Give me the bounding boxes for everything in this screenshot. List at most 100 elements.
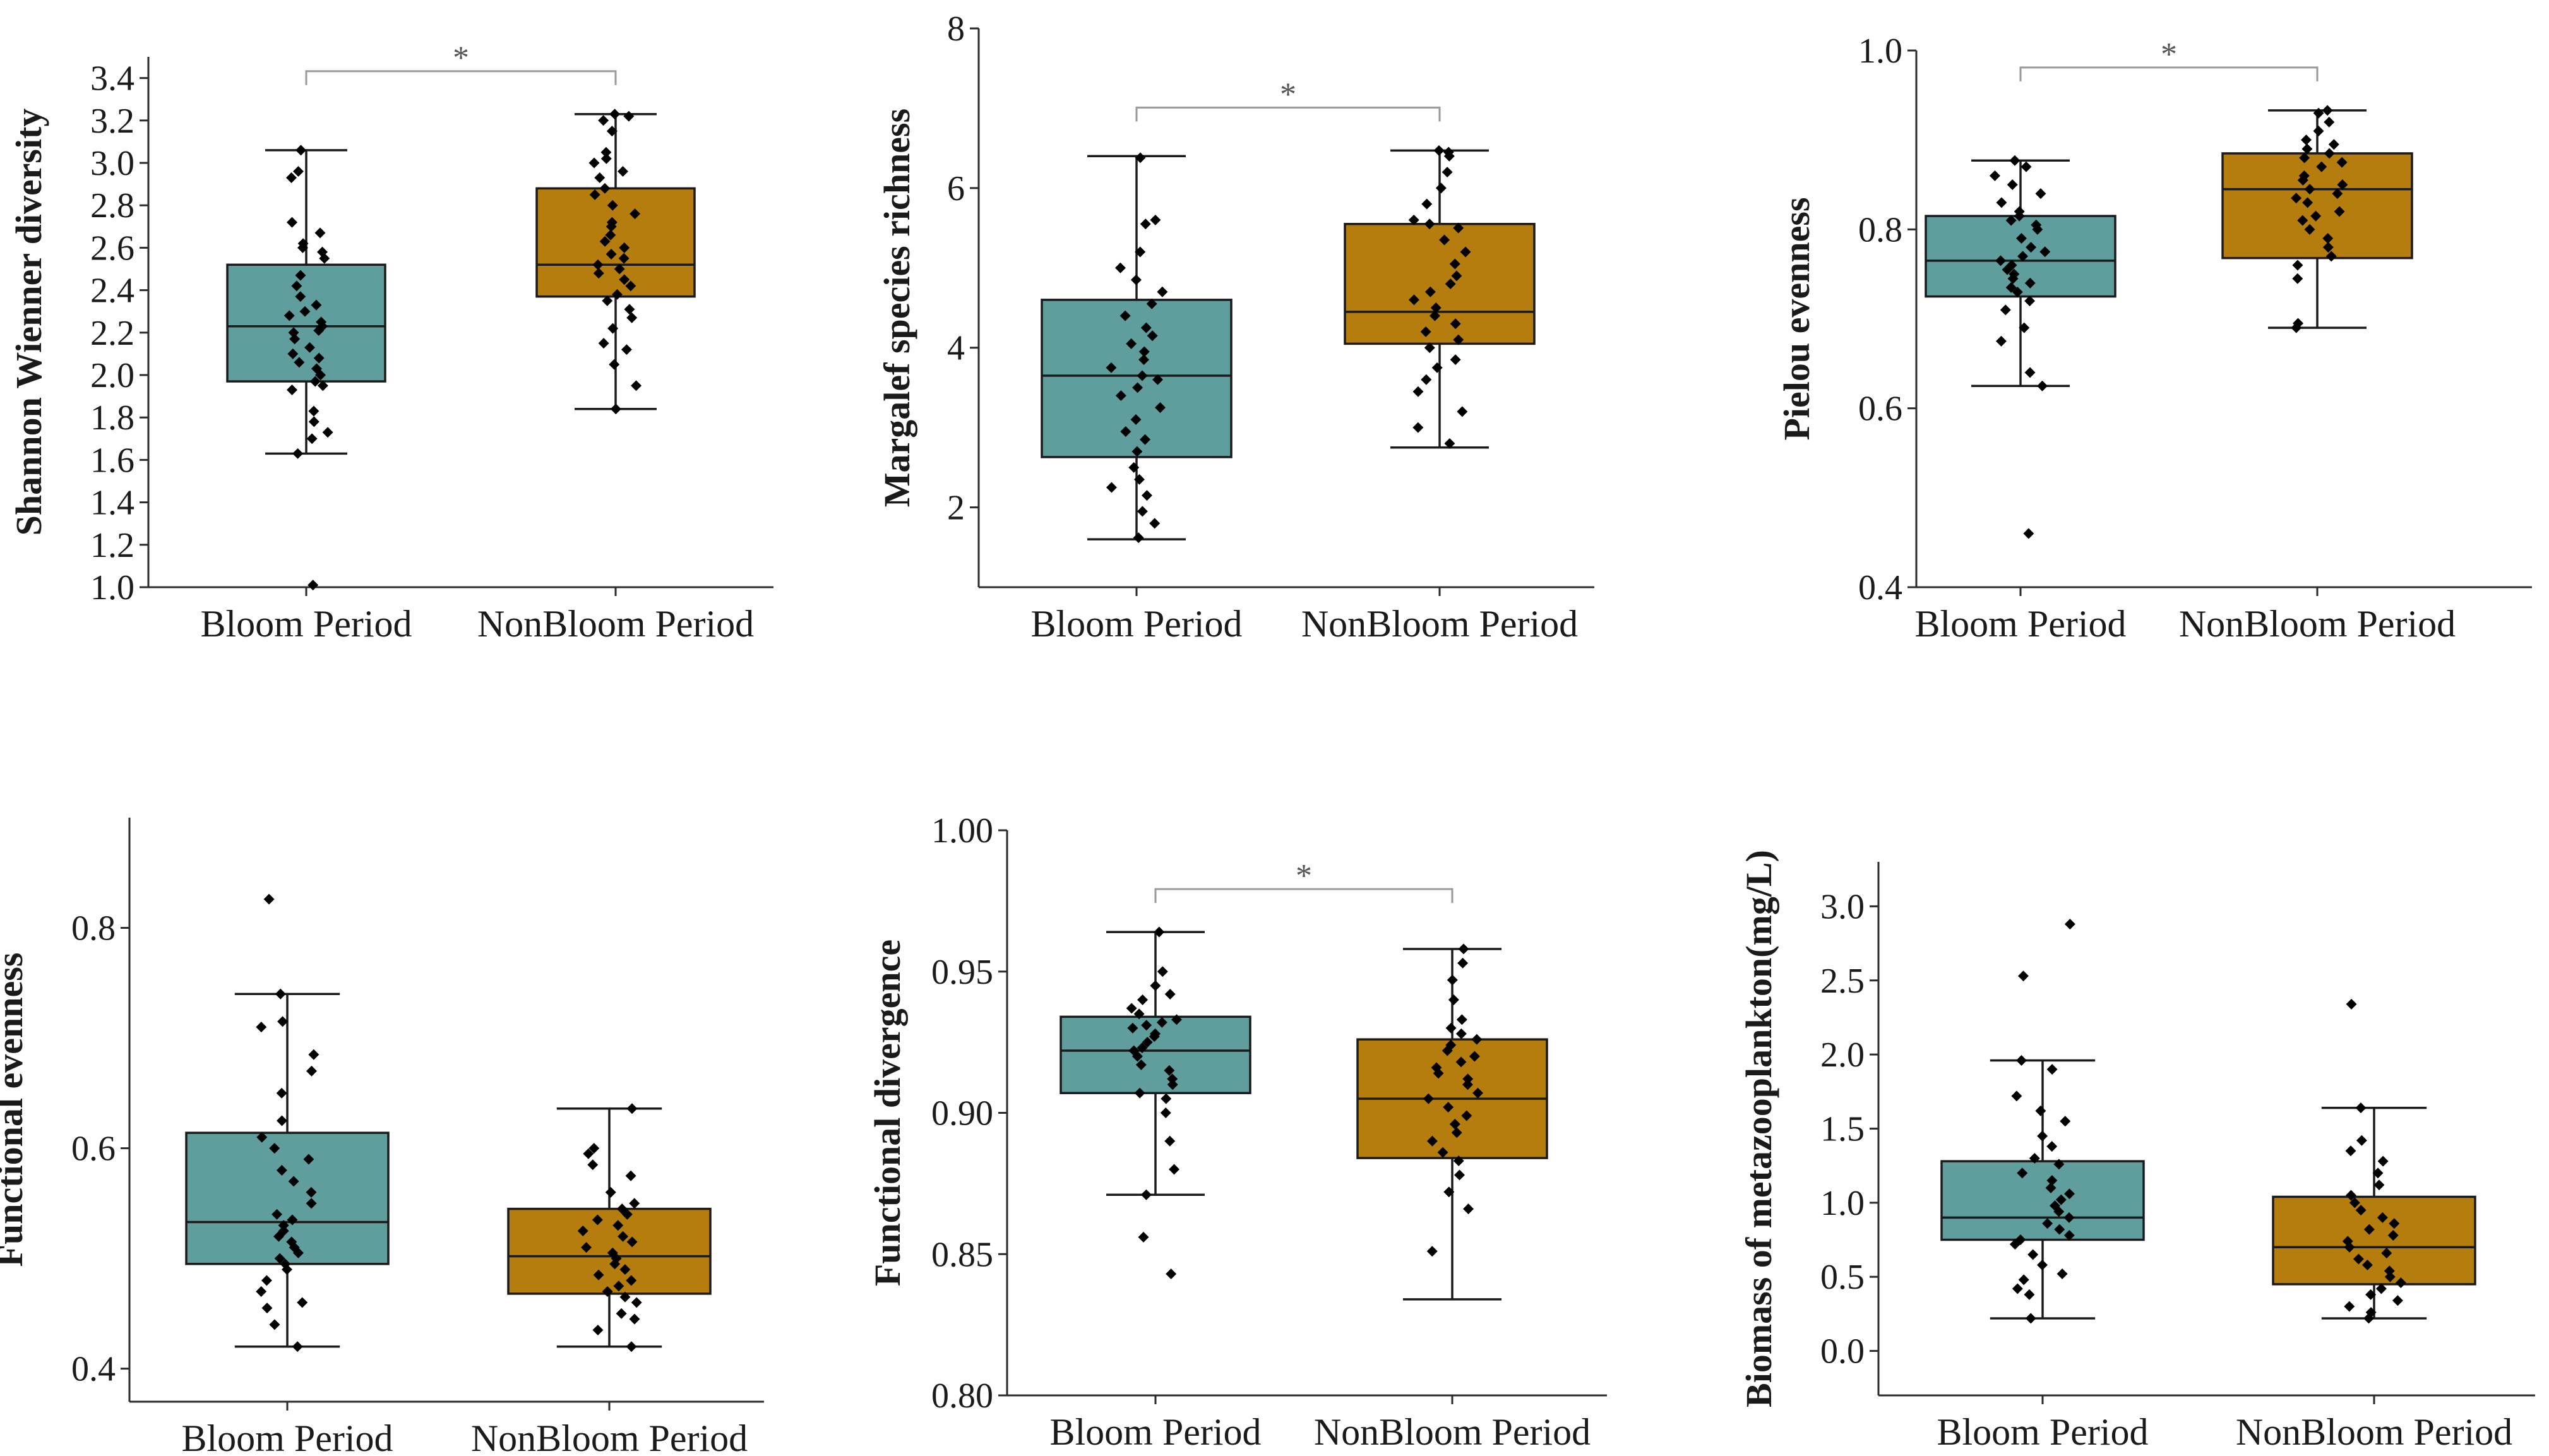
data-point (618, 253, 630, 264)
data-point (2389, 1218, 2400, 1229)
data-point (297, 238, 309, 249)
data-point (2060, 1116, 2071, 1127)
iqr-box (226, 263, 386, 383)
data-point (2384, 1265, 2395, 1277)
data-point (1471, 1034, 1483, 1045)
data-point (1171, 1014, 1182, 1025)
data-point (314, 227, 326, 239)
category-label: NonBloom Period (1301, 603, 1578, 645)
data-point (1443, 1186, 1455, 1198)
data-point (1164, 989, 1176, 1000)
data-point (2063, 1188, 2075, 1200)
data-point (592, 1325, 604, 1336)
iqr-box (1041, 299, 1233, 458)
data-point (2375, 1283, 2387, 1294)
data-point (1106, 362, 1117, 373)
data-point (295, 291, 306, 302)
data-point (2019, 322, 2030, 333)
data-point (1435, 182, 1447, 194)
data-point (2018, 1274, 2029, 1286)
y-tick-label: 1.6 (90, 441, 134, 480)
y-tick-label: 2.5 (1820, 962, 1865, 1001)
chart-panel-1: 1.01.21.4 1.61.82.02.22.4 2.6 2.83.03.2 3.4 S… (8, 40, 773, 645)
data-point (292, 165, 304, 177)
data-point (2015, 1234, 2026, 1246)
data-point (2345, 1190, 2356, 1201)
data-point (317, 246, 328, 258)
data-point (1426, 1135, 1438, 1147)
data-point (1412, 422, 1424, 433)
data-point (306, 433, 318, 445)
data-point (587, 1159, 599, 1171)
data-point (588, 1143, 600, 1154)
data-point (1431, 1062, 1442, 1073)
data-point (1137, 506, 1148, 517)
data-point (1127, 1022, 1138, 1034)
data-point (592, 1214, 603, 1226)
y-tick-label: 1.2 (90, 526, 134, 565)
data-point (1138, 354, 1150, 366)
data-point (288, 327, 299, 338)
data-point (1462, 1079, 1473, 1090)
data-point (623, 110, 635, 122)
data-point (607, 323, 619, 334)
data-point (1141, 1020, 1152, 1031)
data-point (263, 893, 275, 905)
data-point (287, 385, 297, 396)
data-point (1130, 414, 1142, 425)
data-point (295, 145, 307, 156)
y-tick-label: 6 (947, 169, 965, 208)
data-point (589, 189, 600, 200)
data-point (600, 146, 612, 158)
data-point (2372, 1167, 2384, 1179)
data-point (583, 1148, 594, 1159)
data-point (605, 1186, 616, 1198)
data-point (309, 376, 321, 387)
data-point (1150, 1028, 1161, 1039)
data-point (1996, 197, 2007, 208)
data-point (292, 448, 304, 459)
data-point (311, 363, 322, 374)
data-point (631, 1297, 642, 1308)
data-point (311, 299, 322, 311)
data-point (616, 1308, 627, 1319)
data-point (609, 109, 621, 120)
data-point (2024, 1289, 2035, 1300)
data-point (1140, 434, 1150, 445)
data-point (1431, 362, 1443, 373)
data-point (1448, 994, 1459, 1005)
data-point (277, 1115, 287, 1126)
data-point (1133, 532, 1144, 544)
category-label: Bloom Period (1049, 1411, 1261, 1453)
data-point (1457, 406, 1468, 417)
data-point (1433, 145, 1445, 156)
data-point (629, 1198, 640, 1209)
data-point (611, 289, 623, 300)
y-tick-label: 3.0 (90, 144, 134, 183)
data-point (626, 1103, 638, 1114)
data-point (2377, 1212, 2388, 1223)
box-bloom: Bloom Period (1937, 919, 2149, 1453)
data-point (2025, 1313, 2036, 1324)
data-point (1989, 170, 2000, 181)
data-point (2021, 161, 2032, 172)
data-point (1421, 198, 1433, 210)
data-point (610, 403, 621, 415)
data-point (2009, 155, 2021, 166)
data-point (1131, 446, 1143, 457)
data-point (1154, 926, 1165, 938)
box-nonbloom: NonBloom Period (1301, 145, 1578, 645)
data-point (1458, 943, 1469, 955)
box-bloom: Bloom Period (1914, 155, 2127, 645)
data-point (1150, 214, 1161, 225)
y-axis-label: Margalef species richness (876, 109, 917, 507)
data-point (602, 295, 613, 306)
data-point (2328, 139, 2339, 150)
data-point (1443, 1102, 1454, 1113)
data-point (631, 380, 642, 391)
y-tick-label: 1.5 (1820, 1110, 1865, 1149)
data-point (588, 157, 600, 169)
data-point (294, 357, 305, 368)
data-point (308, 1049, 319, 1060)
category-label: NonBloom Period (2179, 603, 2456, 645)
